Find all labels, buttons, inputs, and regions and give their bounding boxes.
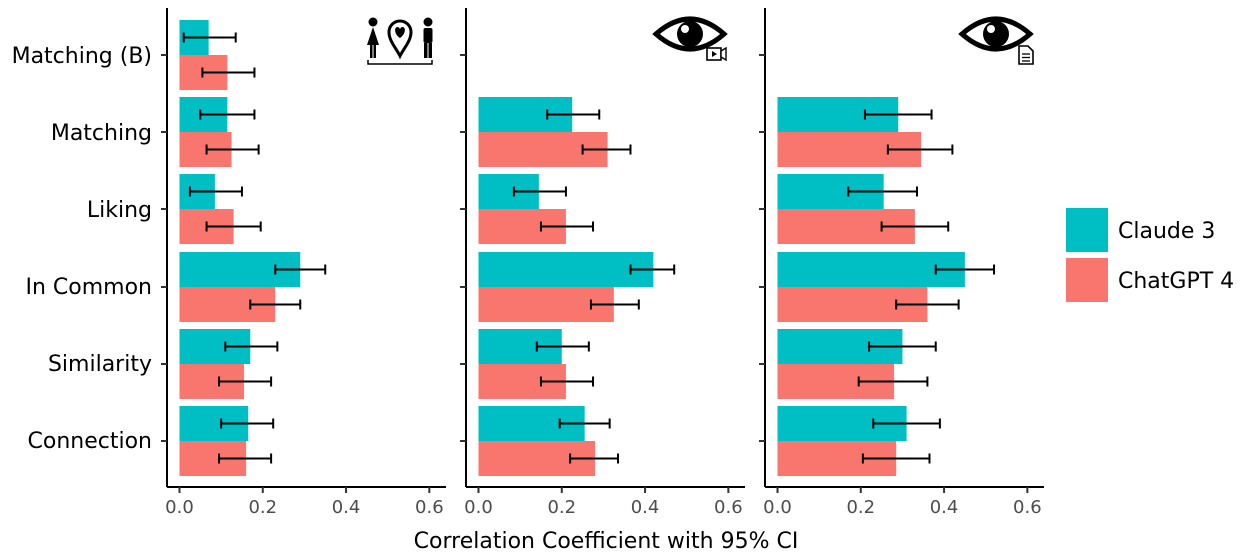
- panels: 0.0 0.2 0.4 0.6 0.0 0.2 0.4 0.6 0.0 0.2 0.4 0.6: [161, 8, 1044, 518]
- bar-claude-3-in-common: [478, 252, 654, 287]
- errorbar-claude-3-similarity: [224, 341, 279, 352]
- errorbar-chatgpt-4-similarity: [218, 376, 273, 387]
- errorbar-claude-3-in-common: [934, 264, 996, 275]
- ytick-label-4: Similarity: [48, 352, 152, 377]
- x-axis-title: Correlation Coefficient with 95% CI: [414, 529, 799, 554]
- errorbar-claude-3-in-common: [629, 264, 676, 275]
- errorbar-claude-3-connection: [558, 418, 611, 429]
- errorbar-chatgpt-4-matching: [886, 144, 954, 155]
- errorbar-claude-3-similarity: [535, 341, 590, 352]
- errorbar-claude-3-liking: [847, 186, 918, 197]
- errorbar-chatgpt-4-connection: [861, 453, 931, 464]
- eye-document-icon: [958, 16, 1034, 65]
- panel-3: 0.0 0.2 0.4 0.6: [759, 8, 1044, 518]
- xtick-label-2: 0.4: [332, 497, 361, 518]
- legend-label-chatgpt-4: ChatGPT 4: [1118, 269, 1234, 294]
- xtick-label-0: 0.0: [763, 497, 792, 518]
- xtick-label-0: 0.0: [165, 497, 194, 518]
- eye-video-icon: [652, 16, 728, 62]
- errorbar-chatgpt-4-liking: [205, 221, 262, 232]
- xtick-label-1: 0.2: [248, 497, 277, 518]
- ytick-label-3: In Common: [25, 275, 152, 300]
- errorbar-claude-3-matching-b: [182, 32, 237, 43]
- xtick-label-2: 0.4: [631, 497, 660, 518]
- errorbar-claude-3-in-common: [274, 264, 327, 275]
- errorbar-chatgpt-4-connection: [218, 453, 273, 464]
- legend-swatch-claude-3: [1066, 208, 1108, 252]
- couple-location-pin-icon: [367, 17, 433, 65]
- errorbar-chatgpt-4-similarity: [539, 376, 595, 387]
- errorbar-chatgpt-4-matching: [581, 144, 632, 155]
- errorbar-chatgpt-4-liking: [880, 221, 950, 232]
- errorbar-chatgpt-4-connection: [569, 453, 619, 464]
- panel-1: 0.0 0.2 0.4 0.6: [161, 8, 446, 518]
- ytick-label-5: Connection: [28, 429, 152, 454]
- errorbar-claude-3-connection: [872, 418, 941, 429]
- xtick-label-0: 0.0: [464, 497, 493, 518]
- errorbar-claude-3-matching: [863, 109, 933, 120]
- errorbar-claude-3-matching: [199, 109, 256, 120]
- y-axis-labels: Matching (B) Matching Liking In Common S…: [12, 44, 152, 454]
- xtick-label-3: 0.6: [415, 497, 444, 518]
- xtick-label-2: 0.4: [930, 497, 959, 518]
- errorbar-chatgpt-4-similarity: [857, 376, 929, 387]
- errorbar-claude-3-similarity: [868, 341, 937, 352]
- errorbar-claude-3-liking: [512, 186, 567, 197]
- errorbar-chatgpt-4-in-common: [249, 299, 302, 310]
- ytick-label-1: Matching: [51, 121, 152, 146]
- errorbar-chatgpt-4-in-common: [895, 299, 960, 310]
- legend: Claude 3 ChatGPT 4: [1066, 208, 1234, 302]
- xtick-label-3: 0.6: [714, 497, 743, 518]
- ytick-label-0: Matching (B): [12, 44, 152, 69]
- legend-swatch-chatgpt-4: [1066, 258, 1108, 302]
- errorbar-chatgpt-4-matching: [205, 144, 260, 155]
- xtick-label-1: 0.2: [846, 497, 875, 518]
- errorbar-chatgpt-4-in-common: [589, 299, 640, 310]
- errorbar-claude-3-matching: [546, 109, 601, 120]
- legend-label-claude-3: Claude 3: [1118, 219, 1215, 244]
- xtick-label-1: 0.2: [547, 497, 576, 518]
- errorbar-chatgpt-4-matching-b: [201, 67, 256, 78]
- errorbar-claude-3-liking: [188, 186, 243, 197]
- panel-2: 0.0 0.2 0.4 0.6: [460, 8, 745, 518]
- xtick-label-3: 0.6: [1013, 497, 1042, 518]
- errorbar-claude-3-connection: [220, 418, 275, 429]
- ytick-label-2: Liking: [87, 198, 152, 223]
- errorbar-chatgpt-4-liking: [539, 221, 595, 232]
- bar-claude-3-in-common: [777, 252, 965, 287]
